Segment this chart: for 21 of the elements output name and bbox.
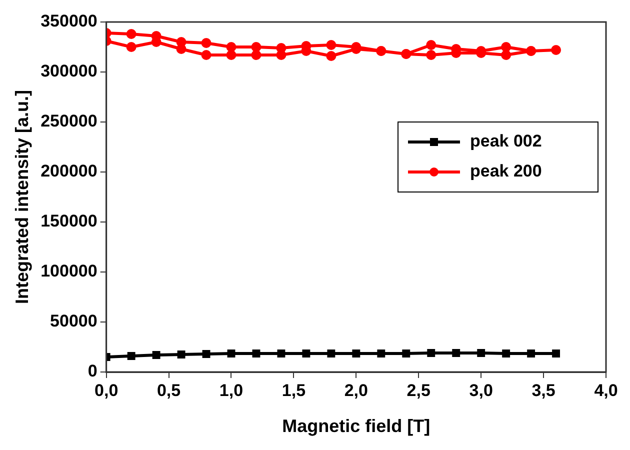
x-tick-label: 3,0 — [469, 380, 493, 400]
x-tick-label: 2,5 — [406, 380, 430, 400]
legend-label: peak 002 — [470, 132, 542, 151]
x-axis-title: Magnetic field [T] — [282, 416, 430, 436]
y-axis-title: Integrated intensity [a.u.] — [12, 90, 32, 304]
x-tick-label: 4,0 — [594, 380, 618, 400]
y-tick-label: 0 — [88, 362, 98, 381]
y-tick-label: 100000 — [40, 262, 98, 281]
y-tick-label: 250000 — [40, 112, 98, 131]
x-tick-label: 2,0 — [344, 380, 368, 400]
y-tick-label: 200000 — [40, 162, 98, 181]
legend-label: peak 200 — [470, 162, 542, 181]
x-tick-label: 0,5 — [156, 380, 181, 400]
y-tick-label: 350000 — [40, 12, 98, 31]
x-tick-label: 3,5 — [532, 380, 556, 400]
x-tick-label: 0,0 — [94, 380, 118, 400]
y-tick-label: 300000 — [40, 62, 98, 81]
y-tick-label: 150000 — [40, 212, 98, 231]
x-tick-label: 1,5 — [282, 380, 306, 400]
y-tick-label: 50000 — [50, 312, 98, 331]
x-tick-label: 1,0 — [219, 380, 244, 400]
